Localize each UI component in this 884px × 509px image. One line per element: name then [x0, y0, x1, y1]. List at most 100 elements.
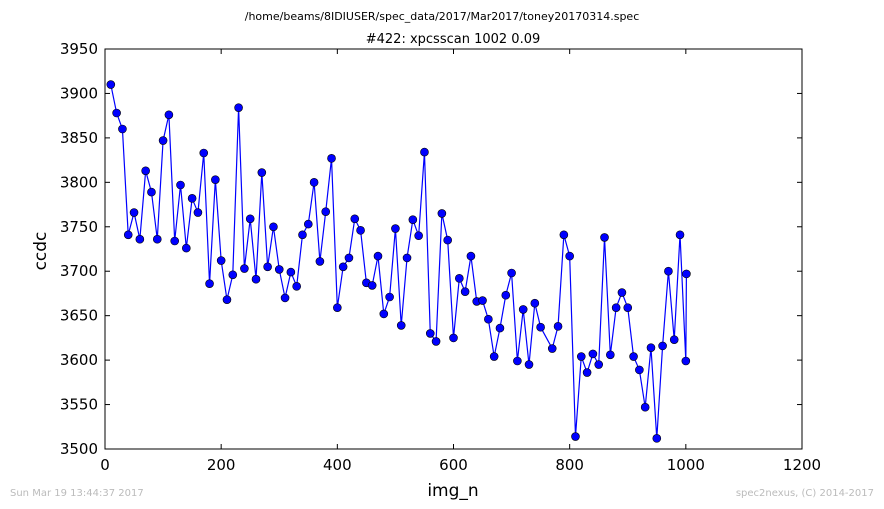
- data-point: [669, 335, 679, 344]
- data-point: [611, 303, 621, 312]
- data-point: [489, 352, 499, 361]
- data-point: [466, 251, 476, 261]
- x-tick-label: 200: [207, 456, 236, 474]
- y-tick-label: 3850: [60, 129, 98, 147]
- data-point: [484, 314, 493, 324]
- data-point: [298, 230, 307, 240]
- data-point: [652, 434, 662, 443]
- data-point: [646, 343, 656, 352]
- data-point: [396, 321, 406, 330]
- data-point: [478, 296, 487, 305]
- axis-ticks: 0 200 400 600 800 1000 1200 3500 3550 3600 3650 370…: [60, 40, 821, 474]
- plot-frame: [104, 48, 803, 450]
- y-axis-label: ccdc: [31, 232, 51, 271]
- data-point: [373, 251, 383, 261]
- data-point: [681, 356, 691, 366]
- data-point: [147, 187, 156, 197]
- data-point: [513, 356, 522, 366]
- data-point: [455, 274, 464, 283]
- data-point: [565, 251, 574, 261]
- x-tick-label: 0: [100, 456, 110, 474]
- data-point: [402, 253, 412, 263]
- data-point: [658, 341, 667, 351]
- data-point: [240, 264, 249, 273]
- data-point: [135, 234, 145, 244]
- data-point: [211, 175, 220, 184]
- data-point: [286, 267, 296, 277]
- footer-timestamp: Sun Mar 19 13:44:37 2017: [10, 488, 144, 499]
- data-point: [321, 207, 331, 216]
- data-point: [594, 360, 604, 369]
- y-tick-label: 3600: [60, 351, 98, 369]
- data-point: [530, 298, 540, 308]
- y-tick-label: 3900: [60, 84, 98, 102]
- data-point: [431, 337, 441, 346]
- y-tick-label: 3800: [60, 173, 98, 191]
- x-tick-label: 1000: [667, 456, 705, 474]
- data-point: [193, 208, 203, 217]
- chart-suptitle: /home/beams/8IDIUSER/spec_data/2017/Mar2…: [245, 10, 640, 23]
- data-point: [571, 432, 580, 441]
- data-point: [158, 136, 168, 145]
- data-point: [216, 256, 226, 265]
- y-tick-label: 3500: [60, 440, 98, 458]
- data-point: [588, 349, 598, 359]
- data-point: [344, 253, 354, 263]
- data-point: [536, 322, 545, 332]
- data-point: [315, 257, 325, 266]
- data-point: [501, 290, 511, 300]
- data-point: [257, 168, 267, 177]
- data-point: [152, 234, 162, 244]
- data-point: [269, 222, 278, 232]
- chart-title: #422: xpcsscan 1002 0.09: [366, 32, 541, 47]
- data-point: [629, 352, 638, 361]
- data-point: [303, 219, 313, 229]
- data-point: [414, 231, 423, 240]
- footer-credit: spec2nexus, (C) 2014-2017: [735, 488, 874, 499]
- y-tick-label: 3550: [60, 396, 98, 414]
- y-tick-label: 3750: [60, 218, 98, 236]
- x-tick-label: 800: [555, 456, 584, 474]
- data-point: [274, 265, 284, 274]
- data-point: [408, 215, 418, 224]
- data-point: [228, 270, 238, 280]
- data-point: [385, 292, 394, 302]
- x-tick-label: 1200: [783, 456, 821, 474]
- data-point: [106, 80, 116, 89]
- data-point: [350, 214, 360, 224]
- data-point: [664, 266, 673, 276]
- data-point: [576, 352, 586, 361]
- data-point: [553, 322, 563, 331]
- data-point: [507, 268, 516, 278]
- data-point: [112, 108, 121, 118]
- series-line: [110, 84, 688, 439]
- data-point: [170, 236, 179, 246]
- data-point: [600, 233, 609, 242]
- y-tick-label: 3650: [60, 307, 98, 325]
- data-point: [333, 303, 342, 312]
- data-point: [391, 224, 400, 233]
- data-point: [199, 148, 209, 158]
- data-point: [635, 365, 644, 375]
- data-point: [460, 287, 470, 296]
- data-point: [327, 154, 336, 163]
- data-point: [176, 180, 185, 190]
- data-point: [449, 333, 458, 343]
- data-point: [164, 110, 174, 120]
- data-point: [437, 209, 447, 218]
- y-tick-label: 3950: [60, 40, 98, 58]
- data-series: [106, 80, 691, 443]
- data-point: [251, 274, 261, 284]
- x-axis-label: img_n: [427, 481, 478, 501]
- data-point: [518, 305, 528, 314]
- data-point: [582, 368, 592, 377]
- data-point: [280, 293, 290, 303]
- data-point: [118, 124, 127, 134]
- x-tick-label: 400: [323, 456, 352, 474]
- data-point: [559, 230, 569, 240]
- data-point: [495, 323, 505, 333]
- data-point: [623, 303, 633, 312]
- data-point: [292, 282, 301, 291]
- data-point: [222, 295, 232, 304]
